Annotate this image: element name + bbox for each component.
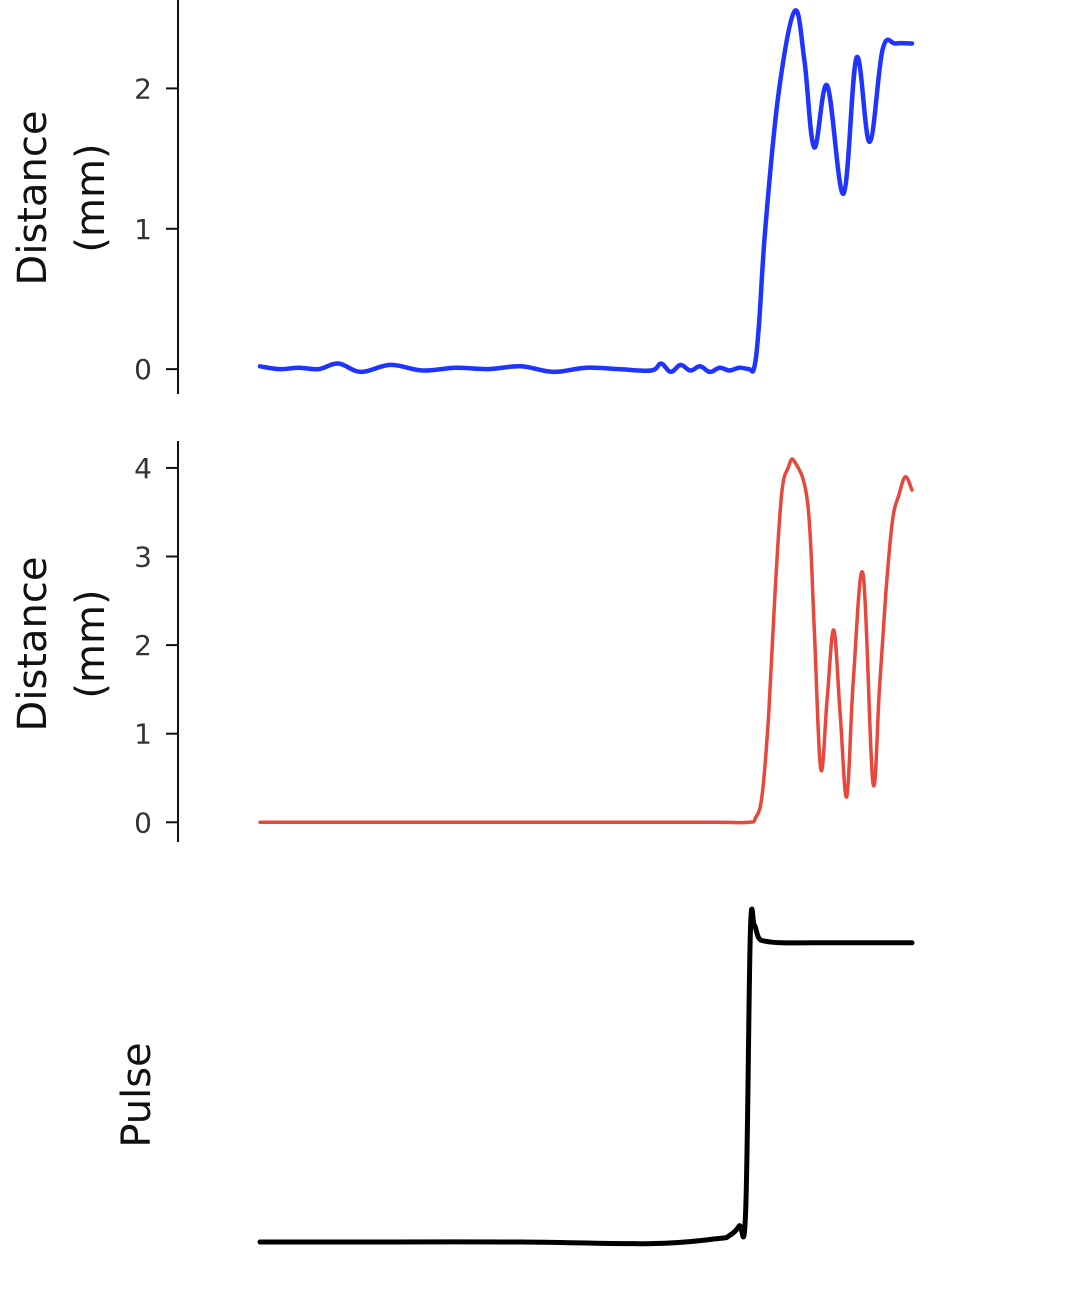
y-tick-label: 4 <box>134 452 152 485</box>
y-tick-label: 2 <box>134 72 152 105</box>
y-tick-label: 0 <box>134 353 152 386</box>
y-tick-label: 1 <box>134 718 152 751</box>
pulse-series-line <box>257 906 915 1247</box>
distance-series-line <box>257 8 915 375</box>
y-tick-label: 1 <box>134 213 152 246</box>
y-axis-label-line2: (mm) <box>68 143 114 252</box>
y-axis-label-line1: Distance <box>10 557 56 732</box>
y-axis-label: Pulse <box>114 1042 160 1147</box>
y-tick-label: 2 <box>134 629 152 662</box>
y-tick-label: 0 <box>134 806 152 839</box>
chart-panel-distance-blue: Distance (mm) 0 1 2 <box>10 0 915 394</box>
y-ticks: 0 1 2 3 4 <box>134 452 178 839</box>
y-axis-label-line1: Distance <box>10 111 56 286</box>
chart-panel-pulse: Pulse <box>114 906 915 1247</box>
chart-panel-distance-red: Distance (mm) 0 1 2 3 4 <box>10 441 914 842</box>
distance-series-line <box>258 457 914 825</box>
y-ticks: 0 1 2 <box>134 72 178 386</box>
y-axis-label-line2: (mm) <box>68 589 114 698</box>
y-tick-label: 3 <box>134 541 152 574</box>
